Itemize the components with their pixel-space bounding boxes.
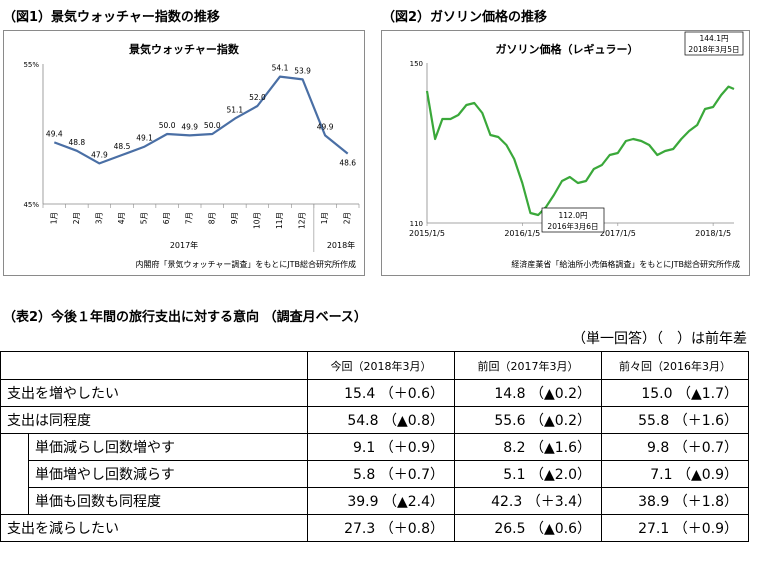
- x-tick-label: 2016/1/5: [504, 229, 540, 238]
- table-row: 支出を減らしたい 27.3 （＋0.8） 26.5 （▲0.6） 27.1 （＋…: [0, 514, 749, 542]
- table-cell: 27.3 （＋0.8）: [307, 514, 455, 542]
- x-tick-label: 2017/1/5: [600, 229, 636, 238]
- row-label: 単価増やし回数減らす: [28, 460, 308, 488]
- table-row: 支出は同程度 54.8 （▲0.8） 55.6 （▲0.2） 55.8 （＋1.…: [0, 406, 749, 434]
- x-tick-label: 4月: [117, 212, 126, 224]
- chart2-panel: ガソリン価格（レギュラー） 150 110 2015/1/5 2016/1/5 2017…: [381, 30, 750, 276]
- x-tick-label: 12月: [298, 212, 307, 229]
- x-tick-label: 2015/1/5: [409, 229, 445, 238]
- table-cell: 7.1 （▲0.9）: [601, 460, 749, 488]
- table-cell: 5.8 （＋0.7）: [307, 460, 455, 488]
- table-cell: 8.2 （▲1.6）: [454, 433, 602, 461]
- indent-cell: [0, 487, 29, 515]
- table-cell: 27.1 （＋0.9）: [601, 514, 749, 542]
- table-row: 単価も回数も同程度 39.9 （▲2.4） 42.3 （＋3.4） 38.9 （…: [0, 487, 749, 515]
- table-corner-cell: [0, 351, 308, 380]
- row-label: 単価も回数も同程度: [28, 487, 308, 515]
- data-label: 54.1: [272, 64, 289, 73]
- row-label: 支出は同程度: [0, 406, 308, 434]
- travel-spending-table: 今回（2018年3月） 前回（2017年3月） 前々回（2016年3月） 支出を…: [0, 351, 749, 542]
- x-tick-label: 5月: [140, 212, 149, 224]
- data-label: 49.9: [181, 122, 198, 131]
- table-cell: 55.8 （＋1.6）: [601, 406, 749, 434]
- data-label: 48.6: [339, 159, 356, 168]
- x-tick-label: 7月: [185, 212, 194, 224]
- data-label: 51.1: [227, 106, 244, 115]
- table-cell: 9.1 （＋0.9）: [307, 433, 455, 461]
- row-label: 支出を減らしたい: [0, 514, 308, 542]
- data-label: 48.5: [114, 142, 131, 151]
- x-tick-label: 3月: [94, 212, 103, 224]
- x-tick-label: 11月: [275, 212, 284, 229]
- data-label: 49.1: [136, 134, 153, 143]
- series-line: [425, 85, 735, 217]
- annotation-low: 112.0円 2016年3月6日: [541, 207, 605, 233]
- table-row: 単価減らし回数増やす 9.1 （＋0.9） 8.2 （▲1.6） 9.8 （＋0…: [0, 433, 749, 461]
- chart2-title: ガソリン価格（レギュラー）: [496, 42, 639, 56]
- table-cell: 14.8 （▲0.2）: [454, 379, 602, 407]
- table-cell: 26.5 （▲0.6）: [454, 514, 602, 542]
- annotation-high-date: 2018年3月5日: [688, 44, 739, 54]
- x-tick-label: 9月: [230, 212, 239, 224]
- column-header: 今回（2018年3月）: [307, 351, 455, 380]
- annotation-low-price: 112.0円: [559, 211, 588, 220]
- chart1-heading: （図1）景気ウォッチャー指数の推移: [3, 10, 220, 25]
- x-tick-label: 2月: [72, 212, 81, 224]
- chart2-caption: 経済産業省「給油所小売価格調査」をもとにJTB総合研究所作成: [511, 259, 740, 269]
- x-tick-label: 8月: [207, 212, 216, 224]
- y-tick-label: 110: [410, 220, 423, 228]
- table-cell: 55.6 （▲0.2）: [454, 406, 602, 434]
- table-heading: （表2）今後１年間の旅行支出に対する意向 （調査月ベース）: [3, 310, 367, 325]
- y-tick-label: 150: [410, 60, 423, 68]
- table-cell: 5.1 （▲2.0）: [454, 460, 602, 488]
- column-header: 前々回（2016年3月）: [601, 351, 749, 380]
- data-label: 52.0: [249, 93, 266, 102]
- data-label: 48.8: [69, 138, 86, 147]
- data-label: 50.0: [159, 121, 176, 130]
- x-tick-label: 2月: [343, 212, 352, 224]
- row-label: 支出を増やしたい: [0, 379, 308, 407]
- data-label: 53.9: [294, 66, 311, 75]
- table-note: （単一回答）（ ）は前年差: [572, 331, 747, 347]
- x-tick-label: 1月: [49, 212, 58, 224]
- table-cell: 39.9 （▲2.4）: [307, 487, 455, 515]
- data-label: 47.9: [91, 150, 108, 159]
- table-cell: 15.4 （＋0.6）: [307, 379, 455, 407]
- annotation-low-date: 2016年3月6日: [547, 221, 598, 231]
- indent-cell: [0, 460, 29, 488]
- annotation-high-price: 144.1円: [700, 34, 729, 43]
- y-tick-label: 55%: [23, 61, 39, 69]
- chart1-caption: 内閣府「景気ウォッチャー調査」をもとにJTB総合研究所作成: [136, 259, 357, 269]
- column-header: 前回（2017年3月）: [454, 351, 602, 380]
- data-label: 50.0: [204, 121, 221, 130]
- table-row: 支出を増やしたい 15.4 （＋0.6） 14.8 （▲0.2） 15.0 （▲…: [0, 379, 749, 407]
- y-tick-label: 45%: [23, 201, 39, 209]
- table-row: 単価増やし回数減らす 5.8 （＋0.7） 5.1 （▲2.0） 7.1 （▲0…: [0, 460, 749, 488]
- table-cell: 9.8 （＋0.7）: [601, 433, 749, 461]
- table-cell: 15.0 （▲1.7）: [601, 379, 749, 407]
- indent-cell: [0, 433, 29, 461]
- x-tick-label: 6月: [162, 212, 171, 224]
- table-cell: 42.3 （＋3.4）: [454, 487, 602, 515]
- data-label: 49.9: [317, 122, 334, 131]
- chart1-svg: 景気ウォッチャー指数 55% 45% 1月 2月 3月 4月 5月 6月 7月 8月 9月 10月 11…: [23, 42, 360, 269]
- chart2-heading: （図2）ガソリン価格の推移: [382, 10, 548, 25]
- row-label: 単価減らし回数増やす: [28, 433, 308, 461]
- chart1-title: 景気ウォッチャー指数: [128, 42, 240, 56]
- data-label: 49.4: [46, 129, 63, 138]
- x-tick-label: 1月: [320, 212, 329, 224]
- chart1-year-2018: 2018年: [327, 240, 355, 250]
- annotation-high: 144.1円 2018年3月5日: [684, 31, 744, 56]
- table-cell: 54.8 （▲0.8）: [307, 406, 455, 434]
- chart1-panel: 景気ウォッチャー指数 55% 45% 1月 2月 3月 4月 5月 6月 7月 8月 9月 10月 11…: [3, 30, 365, 276]
- series-line: [53, 75, 349, 165]
- x-tick-label: 2018/1/5: [695, 229, 731, 238]
- table-header-row: 今回（2018年3月） 前回（2017年3月） 前々回（2016年3月）: [0, 351, 749, 380]
- x-tick-label: 10月: [252, 212, 261, 229]
- chart1-year-2017: 2017年: [170, 240, 198, 250]
- table-cell: 38.9 （＋1.8）: [601, 487, 749, 515]
